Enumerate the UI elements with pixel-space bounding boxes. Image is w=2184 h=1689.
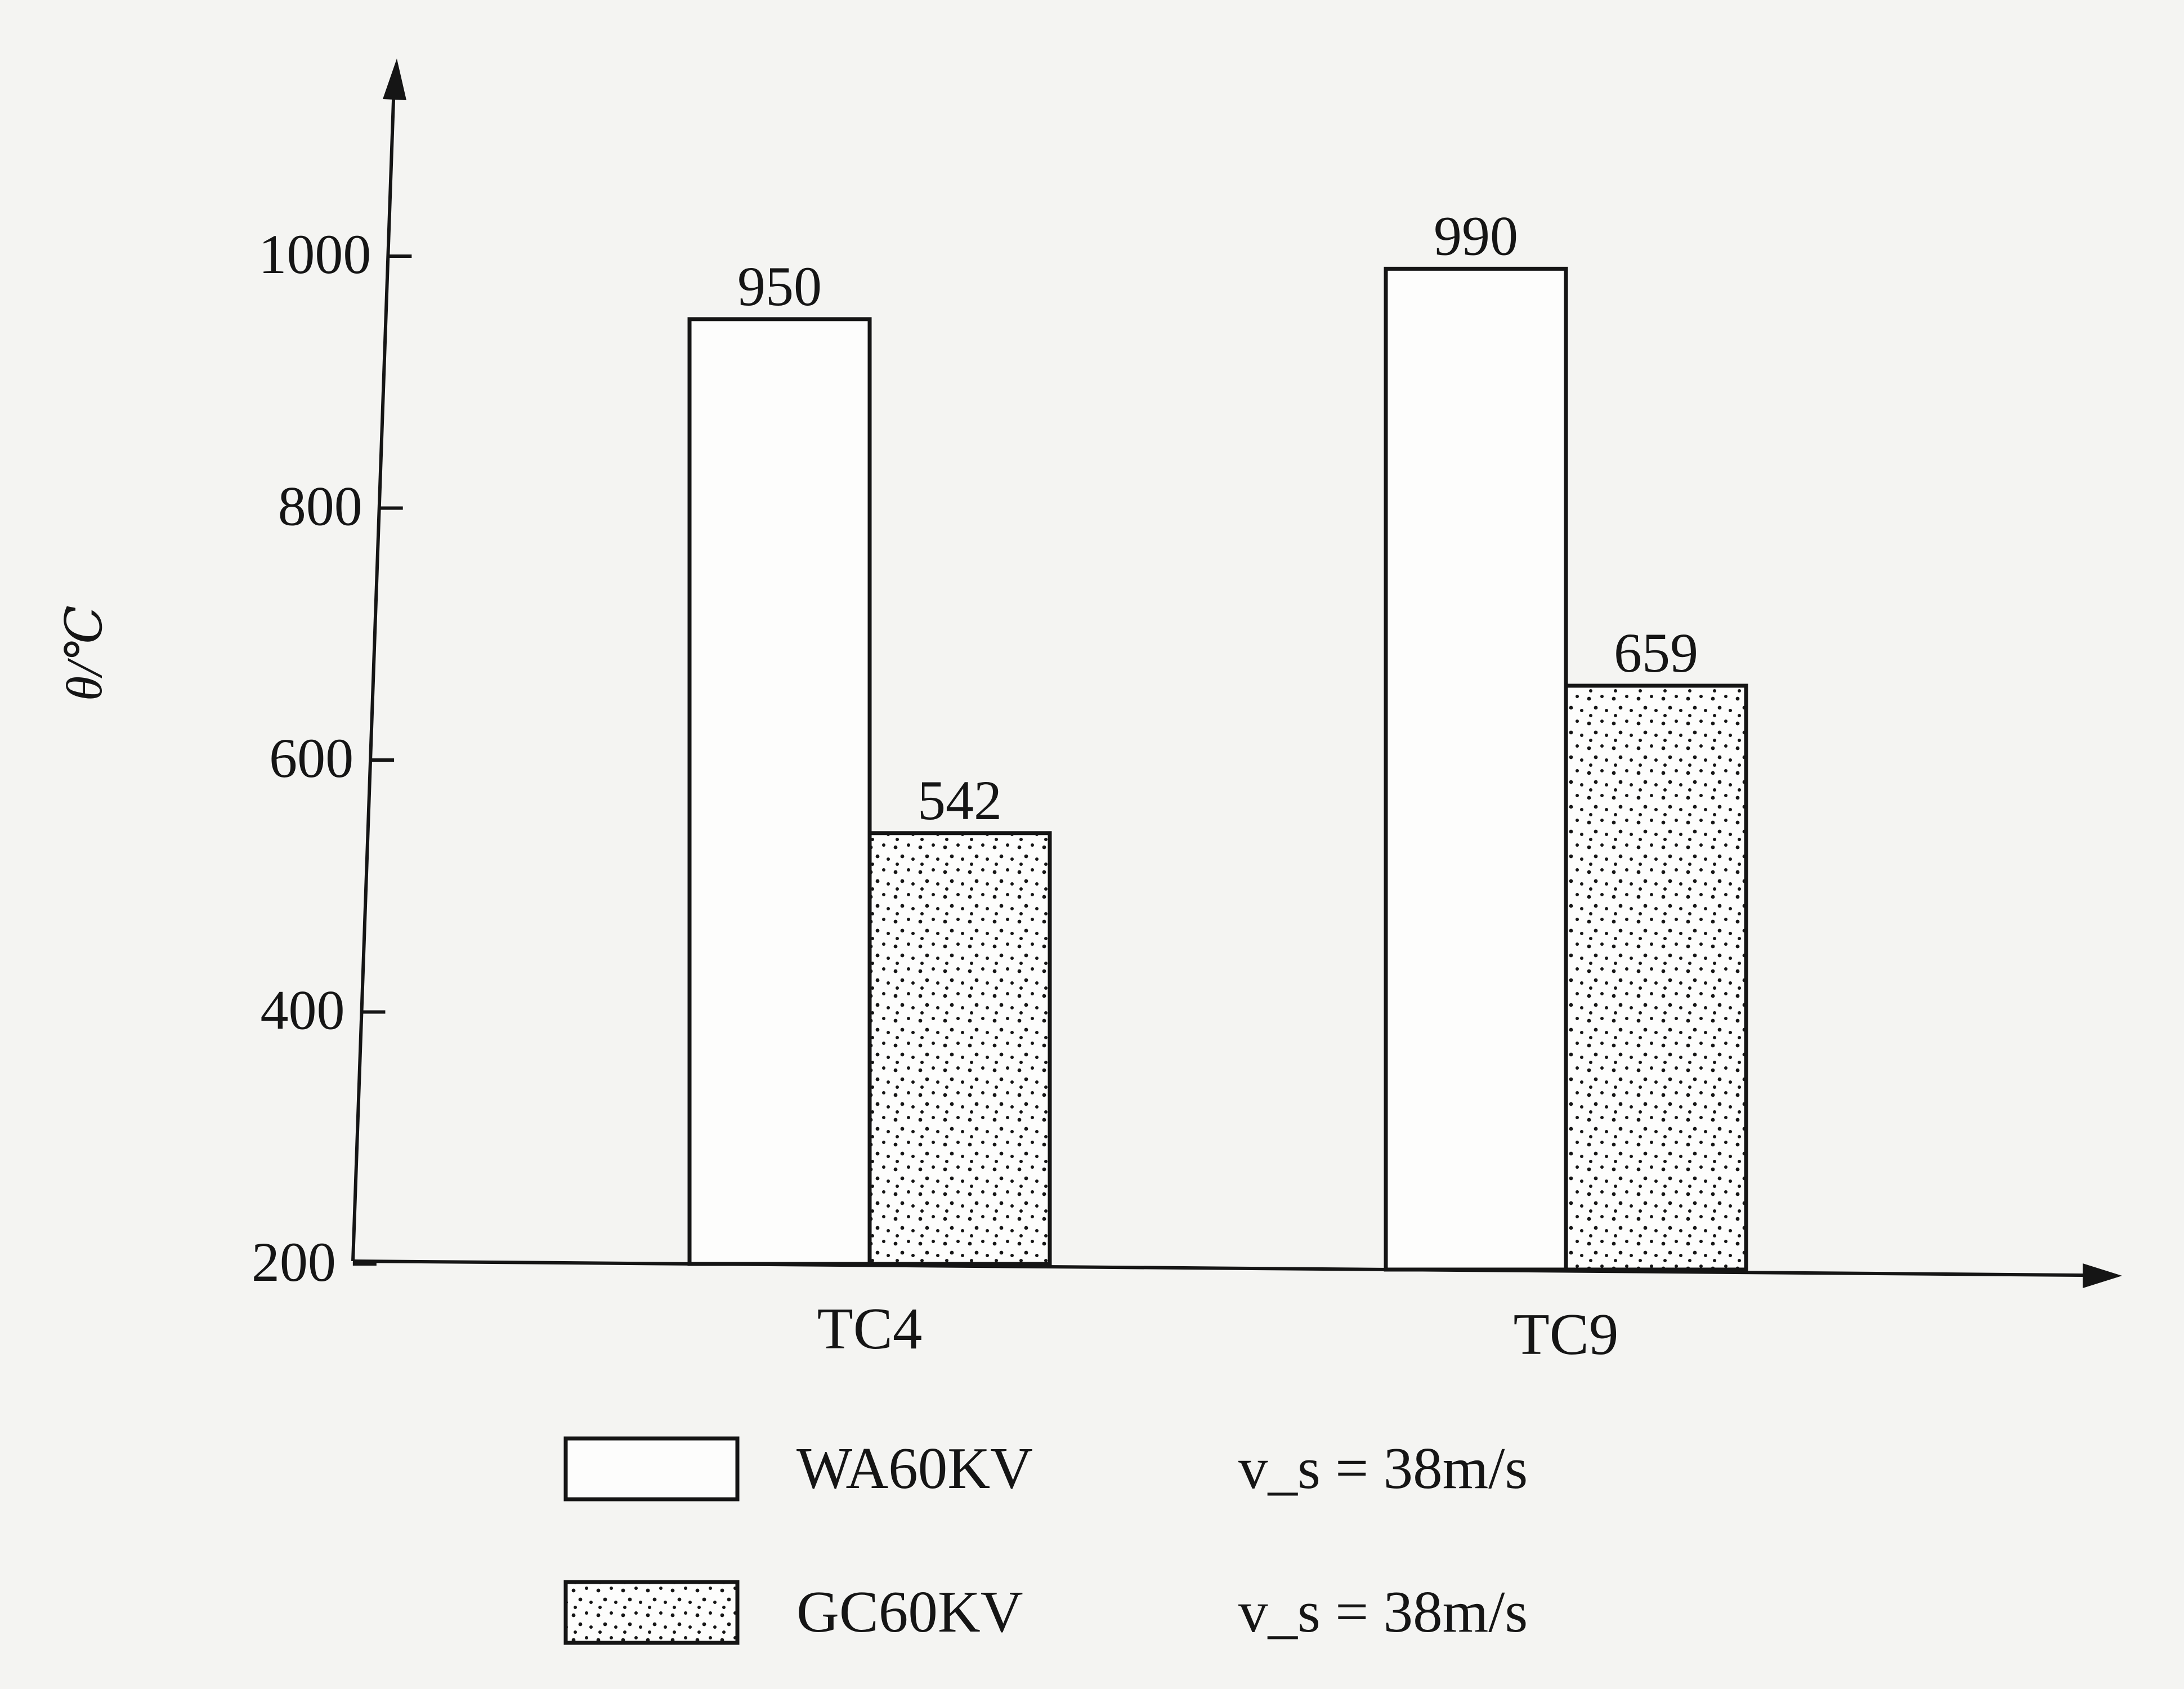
y-tick-label: 400 — [260, 979, 344, 1042]
x-axis-line — [352, 1259, 2083, 1277]
y-tick-label: 600 — [269, 727, 353, 789]
y-axis-line — [351, 84, 396, 1262]
bar-tc4-wa60kv — [687, 317, 872, 1266]
bar-tc4-gc60kv — [867, 831, 1052, 1266]
legend-swatch — [563, 1580, 740, 1645]
value-label: 950 — [737, 255, 822, 318]
legend-label: GC60KV — [796, 1579, 1023, 1645]
x-axis-arrow — [2083, 1263, 2122, 1288]
legend-entry: GC60KV v_s = 38m/s — [563, 1579, 1528, 1645]
y-tick-label: 800 — [278, 475, 362, 538]
bar-tc9-wa60kv — [1384, 266, 1568, 1272]
legend-entry: WA60KV v_s = 38m/s — [563, 1435, 1528, 1502]
legend-swatch — [563, 1436, 740, 1502]
legend-annotation: v_s = 38m/s — [1238, 1435, 1528, 1501]
y-axis-arrow — [383, 59, 406, 100]
x-tick-label: TC4 — [817, 1295, 923, 1361]
bars — [687, 266, 1748, 1272]
value-labels: 950 542 990 659 — [737, 204, 1698, 831]
legend-label: WA60KV — [796, 1435, 1033, 1501]
x-tick-label: TC9 — [1514, 1301, 1619, 1367]
x-tick-labels: TC4 TC9 — [817, 1295, 1619, 1367]
value-label: 990 — [1434, 204, 1518, 267]
y-tick-label: 1000 — [258, 223, 371, 285]
y-tick-label: 200 — [252, 1231, 336, 1293]
bar-tc9-gc60kv — [1564, 683, 1748, 1272]
y-ticks: 200 400 600 800 1000 — [252, 223, 412, 1293]
value-label: 542 — [918, 769, 1002, 832]
axes — [351, 59, 2122, 1288]
y-axis-label: θ/℃ — [57, 605, 113, 701]
value-label: 659 — [1614, 622, 1698, 684]
legend: WA60KV v_s = 38m/s GC60KV v_s = 38m/s — [563, 1435, 1528, 1645]
legend-annotation: v_s = 38m/s — [1238, 1579, 1528, 1645]
